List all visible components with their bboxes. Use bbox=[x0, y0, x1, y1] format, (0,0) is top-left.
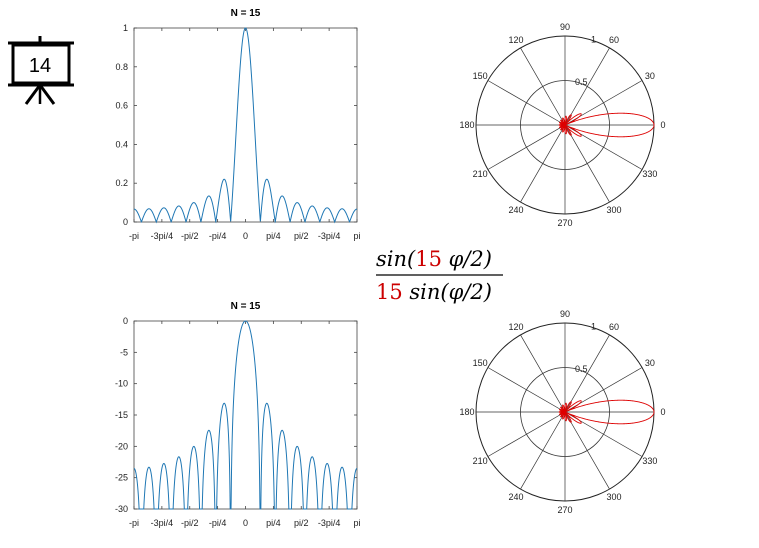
y-tick-label: 0.4 bbox=[115, 139, 128, 149]
polar-spoke bbox=[564, 411, 610, 490]
polar-pattern-line bbox=[558, 399, 655, 425]
x-tick-label: -pi bbox=[129, 518, 139, 528]
plot-area bbox=[133, 27, 358, 223]
linear-pattern-chart: N = 15 0 0.2 0.4 0.6 0.8 1 -pi -3pi/4 -pi/2 -pi/4 0… bbox=[115, 8, 360, 241]
y-tick-label: 1 bbox=[123, 23, 128, 33]
polar-pattern-line bbox=[558, 112, 655, 138]
polar-pattern-chart-bottom: 0 30 60 90 120 150 180 210 240 270 300 330 0.5 1 bbox=[459, 309, 665, 515]
polar-spoke bbox=[487, 124, 566, 170]
polar-spoke bbox=[520, 334, 566, 413]
polar-angle-label: 90 bbox=[560, 309, 570, 319]
polar-spoke bbox=[520, 411, 566, 490]
y-tick-label: 0.6 bbox=[115, 101, 128, 111]
x-tick-label: pi/4 bbox=[266, 231, 281, 241]
polar-spoke bbox=[564, 334, 610, 413]
polar-angle-label: 270 bbox=[557, 505, 572, 515]
chart-title: N = 15 bbox=[231, 301, 261, 312]
polar-spoke bbox=[520, 124, 566, 203]
x-tick-label: -3pi/4 bbox=[318, 518, 341, 528]
y-tick-label: 0.8 bbox=[115, 62, 128, 72]
formula-numerator: sin(15 φ/2) bbox=[376, 247, 492, 271]
polar-angle-label: 210 bbox=[473, 456, 488, 466]
polar-angle-label: 0 bbox=[660, 120, 665, 130]
y-tick-label: 0.2 bbox=[115, 178, 128, 188]
polar-spoke bbox=[520, 47, 566, 126]
polar-radius-label: 0.5 bbox=[575, 364, 588, 374]
x-tick-label: -pi/4 bbox=[209, 518, 227, 528]
polar-radius-label: 1 bbox=[591, 34, 596, 44]
x-tick-label: pi/2 bbox=[294, 518, 309, 528]
x-tick-label: -pi/2 bbox=[181, 231, 199, 241]
x-tick-label: -3pi/4 bbox=[151, 231, 174, 241]
y-tick-label: -20 bbox=[115, 441, 128, 451]
polar-angle-label: 0 bbox=[660, 407, 665, 417]
formula-den-suffix: sin(φ/2) bbox=[403, 280, 492, 304]
polar-spoke bbox=[487, 411, 566, 457]
polar-angle-label: 240 bbox=[508, 492, 523, 502]
polar-angle-label: 30 bbox=[645, 358, 655, 368]
x-tick-label: pi bbox=[353, 518, 360, 528]
x-tick-label: -pi bbox=[129, 231, 139, 241]
db-pattern-chart: N = 15 0 -5 -10 -15 -20 -25 -30-pi -3pi/4 -pi/2 -p… bbox=[115, 301, 361, 528]
polar-angle-label: 210 bbox=[473, 169, 488, 179]
polar-angle-label: 180 bbox=[459, 407, 474, 417]
x-tick-label: pi/2 bbox=[294, 231, 309, 241]
y-tick-label: -15 bbox=[115, 410, 128, 420]
projector-screen-icon bbox=[8, 36, 74, 105]
x-tick-label: pi/4 bbox=[266, 518, 281, 528]
formula-num-prefix: sin( bbox=[376, 247, 416, 271]
polar-angle-label: 120 bbox=[508, 35, 523, 45]
series-line bbox=[133, 320, 358, 510]
x-tick-label: -3pi/4 bbox=[151, 518, 174, 528]
polar-radius-label: 1 bbox=[591, 321, 596, 331]
polar-angle-label: 60 bbox=[609, 322, 619, 332]
formula-num-suffix: φ/2) bbox=[442, 247, 492, 271]
polar-angle-label: 30 bbox=[645, 71, 655, 81]
polar-angle-label: 90 bbox=[560, 22, 570, 32]
x-tick-label: -pi/2 bbox=[181, 518, 199, 528]
array-factor-formula: sin(15 φ/2) 15 sin(φ/2) bbox=[376, 247, 503, 304]
polar-angle-label: 330 bbox=[642, 169, 657, 179]
polar-spoke bbox=[564, 47, 610, 126]
polar-angle-label: 240 bbox=[508, 205, 523, 215]
y-tick-label: 0 bbox=[123, 316, 128, 326]
polar-spoke bbox=[487, 367, 566, 413]
polar-angle-label: 270 bbox=[557, 218, 572, 228]
polar-spoke bbox=[487, 80, 566, 126]
polar-pattern-chart-top: 0 30 60 90 120 150 180 210 240 270 300 330 0.5 1 bbox=[459, 22, 665, 228]
polar-angle-label: 330 bbox=[642, 456, 657, 466]
formula-den-n: 15 bbox=[376, 280, 403, 304]
chart-title: N = 15 bbox=[231, 8, 261, 19]
polar-spoke bbox=[564, 124, 610, 203]
x-tick-label: 0 bbox=[243, 518, 248, 528]
y-tick-label: -30 bbox=[115, 504, 128, 514]
polar-angle-label: 180 bbox=[459, 120, 474, 130]
y-tick-label: -10 bbox=[115, 379, 128, 389]
polar-angle-label: 60 bbox=[609, 35, 619, 45]
y-tick-label: -5 bbox=[120, 347, 128, 357]
x-tick-label: pi bbox=[353, 231, 360, 241]
polar-angle-label: 300 bbox=[606, 205, 621, 215]
x-tick-label: 0 bbox=[243, 231, 248, 241]
polar-angle-label: 300 bbox=[606, 492, 621, 502]
slide-number-badge: 14 bbox=[8, 36, 74, 105]
polar-radius-label: 0.5 bbox=[575, 77, 588, 87]
formula-denominator: 15 sin(φ/2) bbox=[376, 280, 492, 304]
slide-number: 14 bbox=[29, 55, 51, 77]
y-tick-label: 0 bbox=[123, 217, 128, 227]
x-tick-label: -pi/4 bbox=[209, 231, 227, 241]
series-line bbox=[134, 27, 357, 224]
y-tick-label: -25 bbox=[115, 473, 128, 483]
polar-angle-label: 120 bbox=[508, 322, 523, 332]
polar-angle-label: 150 bbox=[473, 71, 488, 81]
formula-num-n: 15 bbox=[415, 247, 442, 271]
polar-angle-label: 150 bbox=[473, 358, 488, 368]
x-tick-label: -3pi/4 bbox=[318, 231, 341, 241]
